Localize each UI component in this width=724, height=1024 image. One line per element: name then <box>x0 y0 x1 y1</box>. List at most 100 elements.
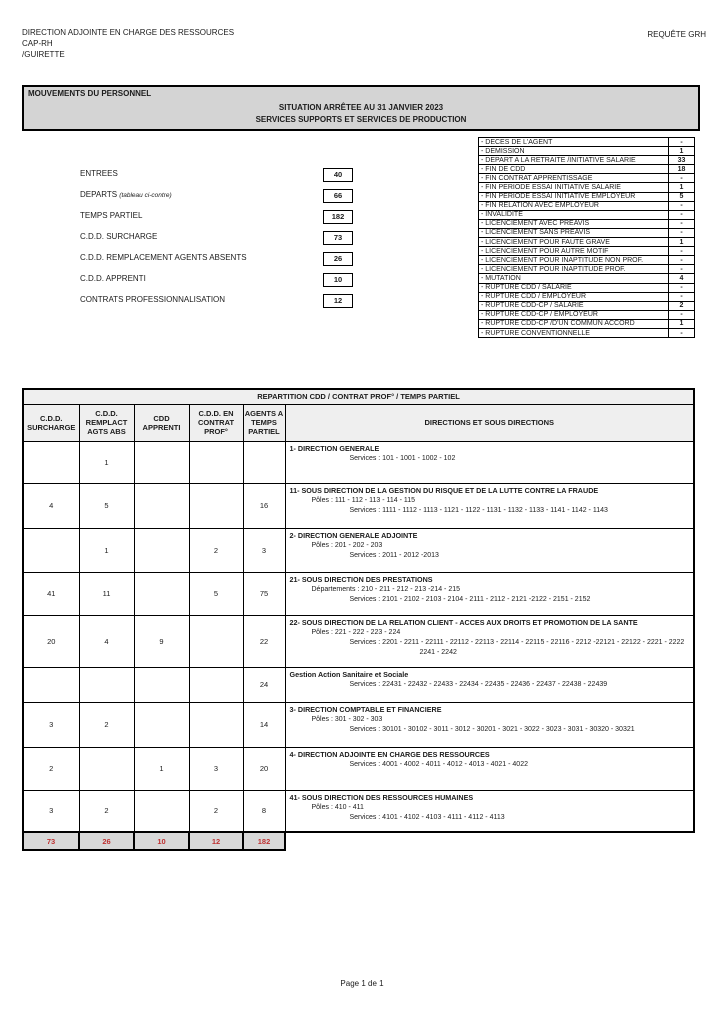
departure-value: - <box>668 246 695 257</box>
departure-label: - RUPTURE CDD / SALARIE <box>478 282 669 293</box>
header-org-line2: CAP-RH <box>22 39 53 48</box>
departure-value: 18 <box>668 164 695 175</box>
cell-remplact: 1 <box>78 440 135 484</box>
summary-note: (tableau ci-contre) <box>119 192 172 199</box>
departure-row: - RUPTURE CDD-CP / EMPLOYEUR - <box>478 309 695 320</box>
col-header-apprenti: CDD APPRENTI <box>133 403 190 442</box>
total-apprenti: 10 <box>133 831 190 851</box>
summary-item-contrats-pro: CONTRATS PROFESSIONNALISATION 12 <box>80 294 360 309</box>
direction-title: 4- DIRECTION ADJOINTE EN CHARGE DES RESS… <box>289 749 490 759</box>
departure-value: - <box>668 327 695 339</box>
cell-temps-partiel: 8 <box>242 789 286 833</box>
summary-value-box: 40 <box>323 168 353 182</box>
repartition-header-row: C.D.D. SURCHARGE C.D.D. REMPLACT AGTS AB… <box>22 403 695 442</box>
table-row: 20 4 9 22 22- SOUS DIRECTION DE LA RELAT… <box>22 614 695 668</box>
cell-apprenti <box>133 527 190 573</box>
direction-title: 41- SOUS DIRECTION DES RESSOURCES HUMAIN… <box>289 792 474 802</box>
cell-surcharge: 3 <box>22 701 80 748</box>
repartition-table: REPARTITION CDD / CONTRAT PROF° / TEMPS … <box>22 388 696 833</box>
direction-line: Services : 2011 - 2012 -2013 <box>349 551 439 559</box>
cell-contrat-prof: 2 <box>188 789 244 833</box>
summary-value-box: 26 <box>323 252 353 266</box>
departure-row: - DEPART A LA RETRAITE /INITIATIVE SALAR… <box>478 155 695 166</box>
departure-row: - FIN CONTRAT APPRENTISSAGE - <box>478 173 695 184</box>
summary-label: C.D.D. SURCHARGE <box>80 232 158 241</box>
cell-contrat-prof: 3 <box>188 746 244 791</box>
summary-label: CONTRATS PROFESSIONNALISATION <box>80 295 226 304</box>
cell-direction: 3- DIRECTION COMPTABLE ET FINANCIERE Pôl… <box>284 701 695 748</box>
direction-line: Services : 4101 - 4102 - 4103 - 4111 - 4… <box>349 813 505 821</box>
banner-title: MOUVEMENTS DU PERSONNEL <box>28 89 152 98</box>
direction-title: 22- SOUS DIRECTION DE LA RELATION CLIENT… <box>289 617 638 627</box>
cell-temps-partiel: 20 <box>242 746 286 791</box>
cell-contrat-prof: 2 <box>188 527 244 573</box>
departure-label: - LICENCIEMENT POUR FAUTE GRAVE <box>478 237 669 248</box>
summary-label: C.D.D. APPRENTI <box>80 274 146 283</box>
direction-line: Pôles : 201 - 202 - 203 <box>311 541 383 549</box>
departure-value: 1 <box>668 318 695 329</box>
total-temps-partiel: 182 <box>242 831 286 851</box>
repartition-caption-row: REPARTITION CDD / CONTRAT PROF° / TEMPS … <box>22 388 695 405</box>
departure-label: - LICENCIEMENT POUR INAPTITUDE PROF. <box>478 264 669 275</box>
cell-apprenti <box>133 701 190 748</box>
cell-remplact <box>78 746 135 791</box>
cell-direction: 22- SOUS DIRECTION DE LA RELATION CLIENT… <box>284 614 695 668</box>
direction-title: Gestion Action Sanitaire et Sociale <box>289 669 409 679</box>
table-row: 3 2 14 3- DIRECTION COMPTABLE ET FINANCI… <box>22 701 695 748</box>
cell-remplact: 11 <box>78 571 135 616</box>
cell-remplact: 2 <box>78 789 135 833</box>
departure-label: - FIN CONTRAT APPRENTISSAGE <box>478 173 669 184</box>
departures-table: - DECES DE L'AGENT - - DEMISSION 1 - DEPAR… <box>478 136 695 339</box>
departure-label: - LICENCIEMENT POUR INAPTITUDE NON PROF. <box>478 255 669 266</box>
cell-surcharge: 2 <box>22 746 80 791</box>
direction-title: 1- DIRECTION GENERALE <box>289 443 380 453</box>
departure-label: - FIN DE CDD <box>478 164 669 175</box>
cell-surcharge <box>22 666 80 703</box>
departure-label: - INVALIDITE <box>478 209 669 220</box>
departure-value: 33 <box>668 155 695 166</box>
direction-line: 2241 - 2242 <box>419 648 457 656</box>
summary-list: ENTREES 40 DEPARTS (tableau ci-contre) 6… <box>80 168 360 316</box>
summary-item-departs: DEPARTS (tableau ci-contre) 66 <box>80 189 360 204</box>
summary-item-cdd-remplacement: C.D.D. REMPLACEMENT AGENTS ABSENTS 26 <box>80 252 360 267</box>
summary-item-cdd-apprenti: C.D.D. APPRENTI 10 <box>80 273 360 288</box>
departure-value: - <box>668 200 695 211</box>
departure-value: - <box>668 264 695 275</box>
departure-label: - MUTATION <box>478 273 669 284</box>
departure-value: - <box>668 218 695 229</box>
direction-title: 11- SOUS DIRECTION DE LA GESTION DU RISQ… <box>289 485 599 495</box>
departure-row: - RUPTURE CDD-CP / SALARIE 2 <box>478 300 695 311</box>
cell-remplact: 5 <box>78 482 135 529</box>
direction-line: Services : 101 - 1001 - 1002 - 102 <box>349 454 456 462</box>
departure-label: - FIN RELATION AVEC EMPLOYEUR <box>478 200 669 211</box>
departure-row: - DECES DE L'AGENT - <box>478 136 695 148</box>
departure-row: - LICENCIEMENT SANS PREAVIS - <box>478 227 695 239</box>
table-row: 24 Gestion Action Sanitaire et Sociale S… <box>22 666 695 703</box>
departure-value: 5 <box>668 191 695 202</box>
cell-contrat-prof <box>188 666 244 703</box>
cell-direction: 1- DIRECTION GENERALE Services : 101 - 1… <box>284 440 695 484</box>
cell-apprenti <box>133 440 190 484</box>
cell-direction: 11- SOUS DIRECTION DE LA GESTION DU RISQ… <box>284 482 695 529</box>
direction-line: Pôles : 301 - 302 - 303 <box>311 715 383 723</box>
col-header-directions: DIRECTIONS ET SOUS DIRECTIONS <box>284 403 695 442</box>
cell-temps-partiel: 3 <box>242 527 286 573</box>
cell-temps-partiel: 24 <box>242 666 286 703</box>
total-surcharge: 73 <box>22 831 80 851</box>
cell-temps-partiel: 14 <box>242 701 286 748</box>
departure-label: - RUPTURE CDD / EMPLOYEUR <box>478 291 669 302</box>
cell-contrat-prof <box>188 614 244 668</box>
header-org-line3: /GUIRETTE <box>22 50 65 59</box>
departure-value: - <box>668 209 695 220</box>
header-org-block: DIRECTION ADJOINTE EN CHARGE DES RESSOUR… <box>22 27 234 60</box>
cell-apprenti <box>133 482 190 529</box>
cell-contrat-prof <box>188 482 244 529</box>
cell-direction: 4- DIRECTION ADJOINTE EN CHARGE DES RESS… <box>284 746 695 791</box>
cell-direction: 21- SOUS DIRECTION DES PRESTATIONS Dépar… <box>284 571 695 616</box>
direction-line: Services : 30101 - 30102 - 3011 - 3012 -… <box>349 725 635 733</box>
departure-row: - RUPTURE CDD-CP /D'UN COMMUN ACCORD 1 <box>478 318 695 329</box>
direction-line: Départements : 210 - 211 - 212 - 213 -21… <box>311 585 461 593</box>
departure-label: - RUPTURE CDD-CP / EMPLOYEUR <box>478 309 669 320</box>
departure-label: - FIN PERIODE ESSAI INITIATIVE EMPLOYEUR <box>478 191 669 202</box>
cell-apprenti <box>133 666 190 703</box>
